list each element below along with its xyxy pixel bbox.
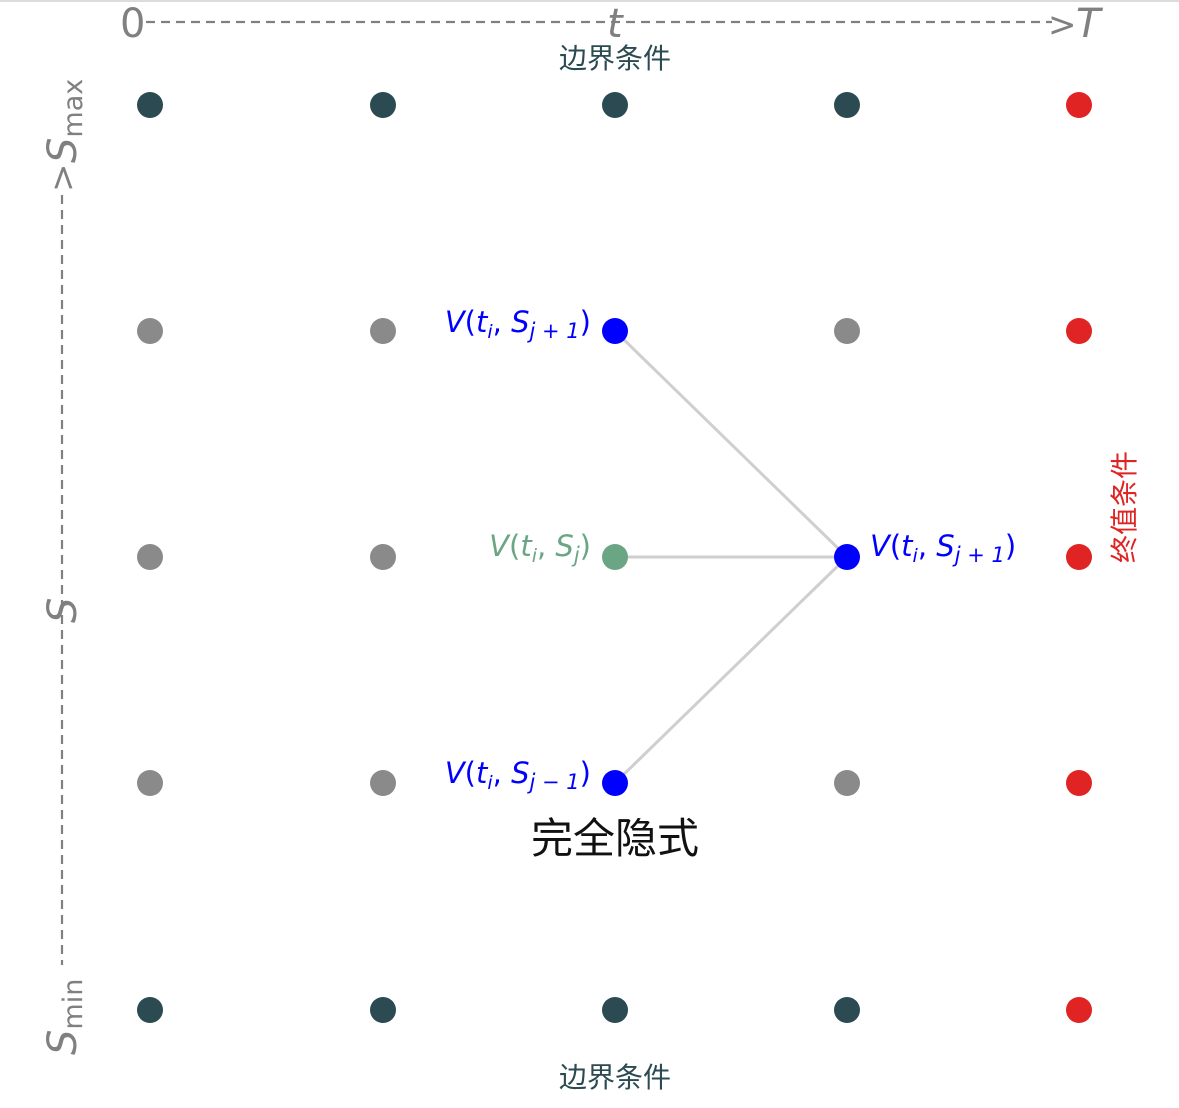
grid-node-boundary-r0-c2: [602, 92, 628, 118]
terminal-condition-label: 终值条件: [1108, 451, 1141, 563]
price-axis-arrowhead: >: [43, 164, 83, 193]
node-label-center: V(ti, Sj): [489, 529, 591, 567]
grid-node-boundary-r4-c0: [137, 997, 163, 1023]
grid-node-terminal-r3-c4: [1066, 770, 1092, 796]
price-axis-min-subscript: min: [58, 979, 89, 1030]
link-lower: [613, 555, 849, 785]
grid-node-center-r2-c2: [602, 544, 628, 570]
time-axis: 0 t > T: [120, 1, 1104, 47]
grid-node-interior-r2-c1: [370, 544, 396, 570]
grid-node-interior-r1-c0: [137, 318, 163, 344]
scheme-label: 完全隐式: [531, 814, 699, 863]
node-label-right: V(ti, Sj + 1): [870, 529, 1016, 567]
grid-node-terminal-r4-c4: [1066, 997, 1092, 1023]
grid-node-interior-r3-c0: [137, 770, 163, 796]
grid-node-boundary-r0-c3: [834, 92, 860, 118]
grid-node-boundary-r4-c3: [834, 997, 860, 1023]
grid-node-interior-r2-c0: [137, 544, 163, 570]
grid-node-boundary-r4-c2: [602, 997, 628, 1023]
grid-node-terminal-r0-c4: [1066, 92, 1092, 118]
node-label-upper: V(ti, Sj + 1): [445, 305, 591, 343]
price-axis: Smin S > Smax: [40, 79, 89, 1055]
grid-node-terminal-r1-c4: [1066, 318, 1092, 344]
grid-node-boundary-r0-c1: [370, 92, 396, 118]
time-axis-start-label: 0: [120, 1, 145, 47]
time-axis-mid-label: t: [607, 1, 624, 47]
stencil-links: [613, 329, 849, 785]
window-top-border: [0, 0, 1179, 2]
time-axis-arrowhead: >: [1048, 5, 1077, 45]
grid-nodes: [137, 92, 1092, 1023]
node-label-lower: V(ti, Sj − 1): [445, 756, 591, 794]
grid-node-interior-r3-c1: [370, 770, 396, 796]
grid-node-highlight-r3-c2: [602, 770, 628, 796]
grid-node-interior-r1-c3: [834, 318, 860, 344]
price-axis-max-subscript: max: [58, 79, 89, 138]
grid-node-interior-r1-c1: [370, 318, 396, 344]
price-axis-max-label: Smax: [40, 79, 89, 163]
price-axis-min-label: Smin: [40, 979, 89, 1055]
price-axis-min-symbol: S: [40, 1030, 86, 1055]
price-axis-max-symbol: S: [40, 138, 86, 163]
boundary-label-top: 边界条件: [559, 42, 671, 75]
link-upper: [613, 329, 849, 559]
grid-node-boundary-r4-c1: [370, 997, 396, 1023]
price-axis-mid-label: S: [40, 598, 86, 623]
grid-node-highlight-r1-c2: [602, 318, 628, 344]
grid-node-boundary-r0-c0: [137, 92, 163, 118]
time-axis-end-label: T: [1076, 1, 1104, 47]
grid-node-highlight-r2-c3: [834, 544, 860, 570]
grid-node-terminal-r2-c4: [1066, 544, 1092, 570]
grid-node-interior-r3-c3: [834, 770, 860, 796]
boundary-label-bottom: 边界条件: [559, 1061, 671, 1094]
